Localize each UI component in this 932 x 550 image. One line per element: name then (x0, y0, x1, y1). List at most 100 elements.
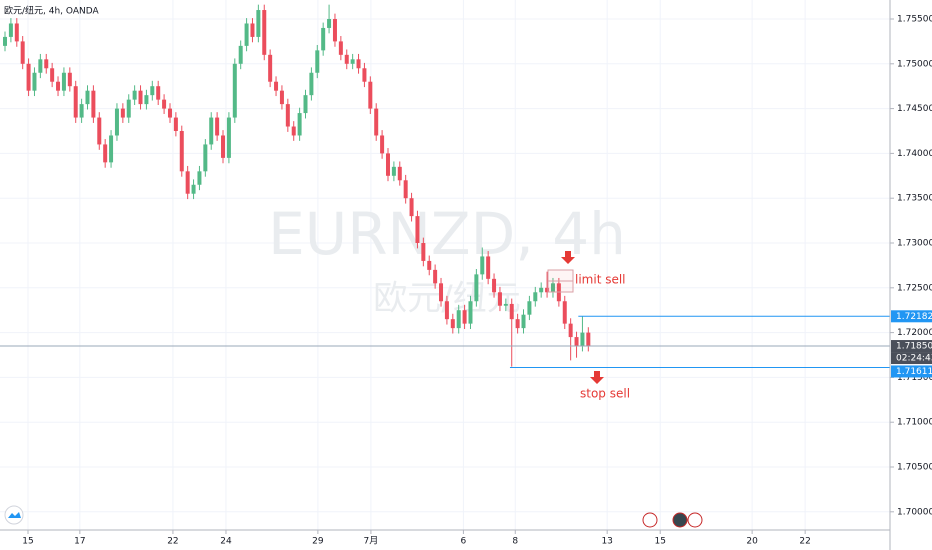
candle-body (409, 198, 414, 217)
candle-body (574, 337, 579, 347)
x-tick-label: 6 (461, 537, 467, 547)
x-tick-label: 8 (512, 537, 518, 547)
event-icons[interactable] (642, 512, 703, 528)
y-tick-label: 1.75500 (897, 14, 932, 24)
candle-body (515, 319, 520, 329)
candle-body (132, 90, 137, 100)
candle-body (8, 23, 13, 37)
candle-body (179, 130, 184, 172)
candle-body (321, 27, 326, 51)
x-tick-label: 7月 (364, 536, 379, 547)
event-icon[interactable] (642, 512, 658, 528)
candle-body (274, 81, 279, 91)
candle-body (221, 135, 226, 158)
candle-body (327, 18, 332, 28)
candle-body (103, 144, 108, 163)
candle-body (56, 81, 61, 91)
candle-body (338, 41, 343, 55)
candle-body (285, 104, 290, 127)
candle-body (433, 269, 438, 284)
candle-body (303, 95, 308, 114)
candle-body (191, 184, 196, 194)
x-tick-label: 15 (654, 537, 665, 547)
annotation: stop sell (580, 387, 630, 401)
candle-body (244, 23, 249, 46)
candle-body (85, 90, 90, 105)
candle-body (568, 323, 573, 338)
candle-body (374, 108, 379, 136)
candle-body (26, 63, 31, 91)
candle-body (144, 95, 149, 105)
candle-body (185, 171, 190, 194)
y-tick-label: 1.72000 (897, 328, 932, 338)
candle-body (297, 113, 302, 136)
candle-body (32, 72, 37, 91)
candle-body (486, 256, 491, 279)
candle-body (356, 59, 361, 69)
y-tick-label: 1.70500 (897, 463, 932, 473)
candle-body (67, 72, 72, 87)
candle-body (315, 50, 320, 73)
candle-body (167, 108, 172, 118)
countdown-tag (891, 352, 932, 365)
candle-body (586, 332, 591, 347)
candle-body (203, 144, 208, 172)
candle-body (197, 171, 202, 185)
y-tick-label: 1.74000 (897, 149, 932, 159)
y-tick-label: 1.72500 (897, 283, 932, 293)
price-tag (891, 365, 932, 378)
candle-body (368, 81, 373, 109)
candle-body (114, 108, 119, 136)
candle-body (545, 287, 550, 293)
annotation: limit sell (575, 273, 626, 287)
x-tick-label: 22 (167, 537, 178, 547)
plot (0, 4, 890, 368)
axis: 1.70000 1.70500 1.71000 1.71500 1.72000 1.725… (22, 14, 932, 547)
candle-body (238, 45, 243, 64)
y-tick-label: 1.75000 (897, 59, 932, 69)
candle-body (14, 23, 19, 42)
candle-body (309, 72, 314, 96)
candle-body (126, 99, 131, 118)
y-tick-label: 1.70000 (897, 507, 932, 517)
candle-body (97, 117, 102, 145)
x-tick-label: 22 (799, 537, 810, 547)
candle-body (79, 104, 84, 118)
candle-body (291, 126, 296, 136)
candle-body (44, 59, 49, 69)
candle-body (444, 301, 449, 320)
x-tick-label: 20 (746, 537, 758, 547)
price-tag-label: 1.71850 (896, 342, 932, 352)
candle-body (150, 86, 155, 96)
candle-body (268, 54, 273, 82)
event-icon[interactable] (672, 512, 688, 528)
candle-body (61, 72, 66, 91)
logo[interactable] (4, 505, 24, 525)
x-tick-label: 15 (22, 537, 33, 547)
candle-body (91, 90, 96, 118)
candle-body (156, 86, 161, 100)
candle-body (109, 135, 114, 163)
candle-body (209, 117, 214, 145)
candle-body (279, 90, 284, 105)
candle-body (380, 135, 385, 154)
candle-body (256, 10, 261, 37)
candle-body (527, 301, 532, 315)
event-icon[interactable] (687, 512, 703, 528)
candle-body (344, 54, 349, 64)
candle-body (50, 68, 55, 82)
candle-body (350, 59, 355, 64)
candle-body (562, 301, 567, 324)
candle-body (3, 36, 8, 46)
candle-body (539, 287, 544, 293)
candle-body (450, 319, 455, 329)
x-tick-label: 13 (601, 537, 612, 547)
candle-body (550, 283, 555, 293)
grid (0, 0, 890, 530)
candle-body (521, 314, 526, 329)
y-tick-label: 1.73500 (897, 194, 932, 204)
candle-body (332, 18, 337, 42)
candle-body (262, 10, 267, 55)
candle-body (215, 117, 220, 136)
